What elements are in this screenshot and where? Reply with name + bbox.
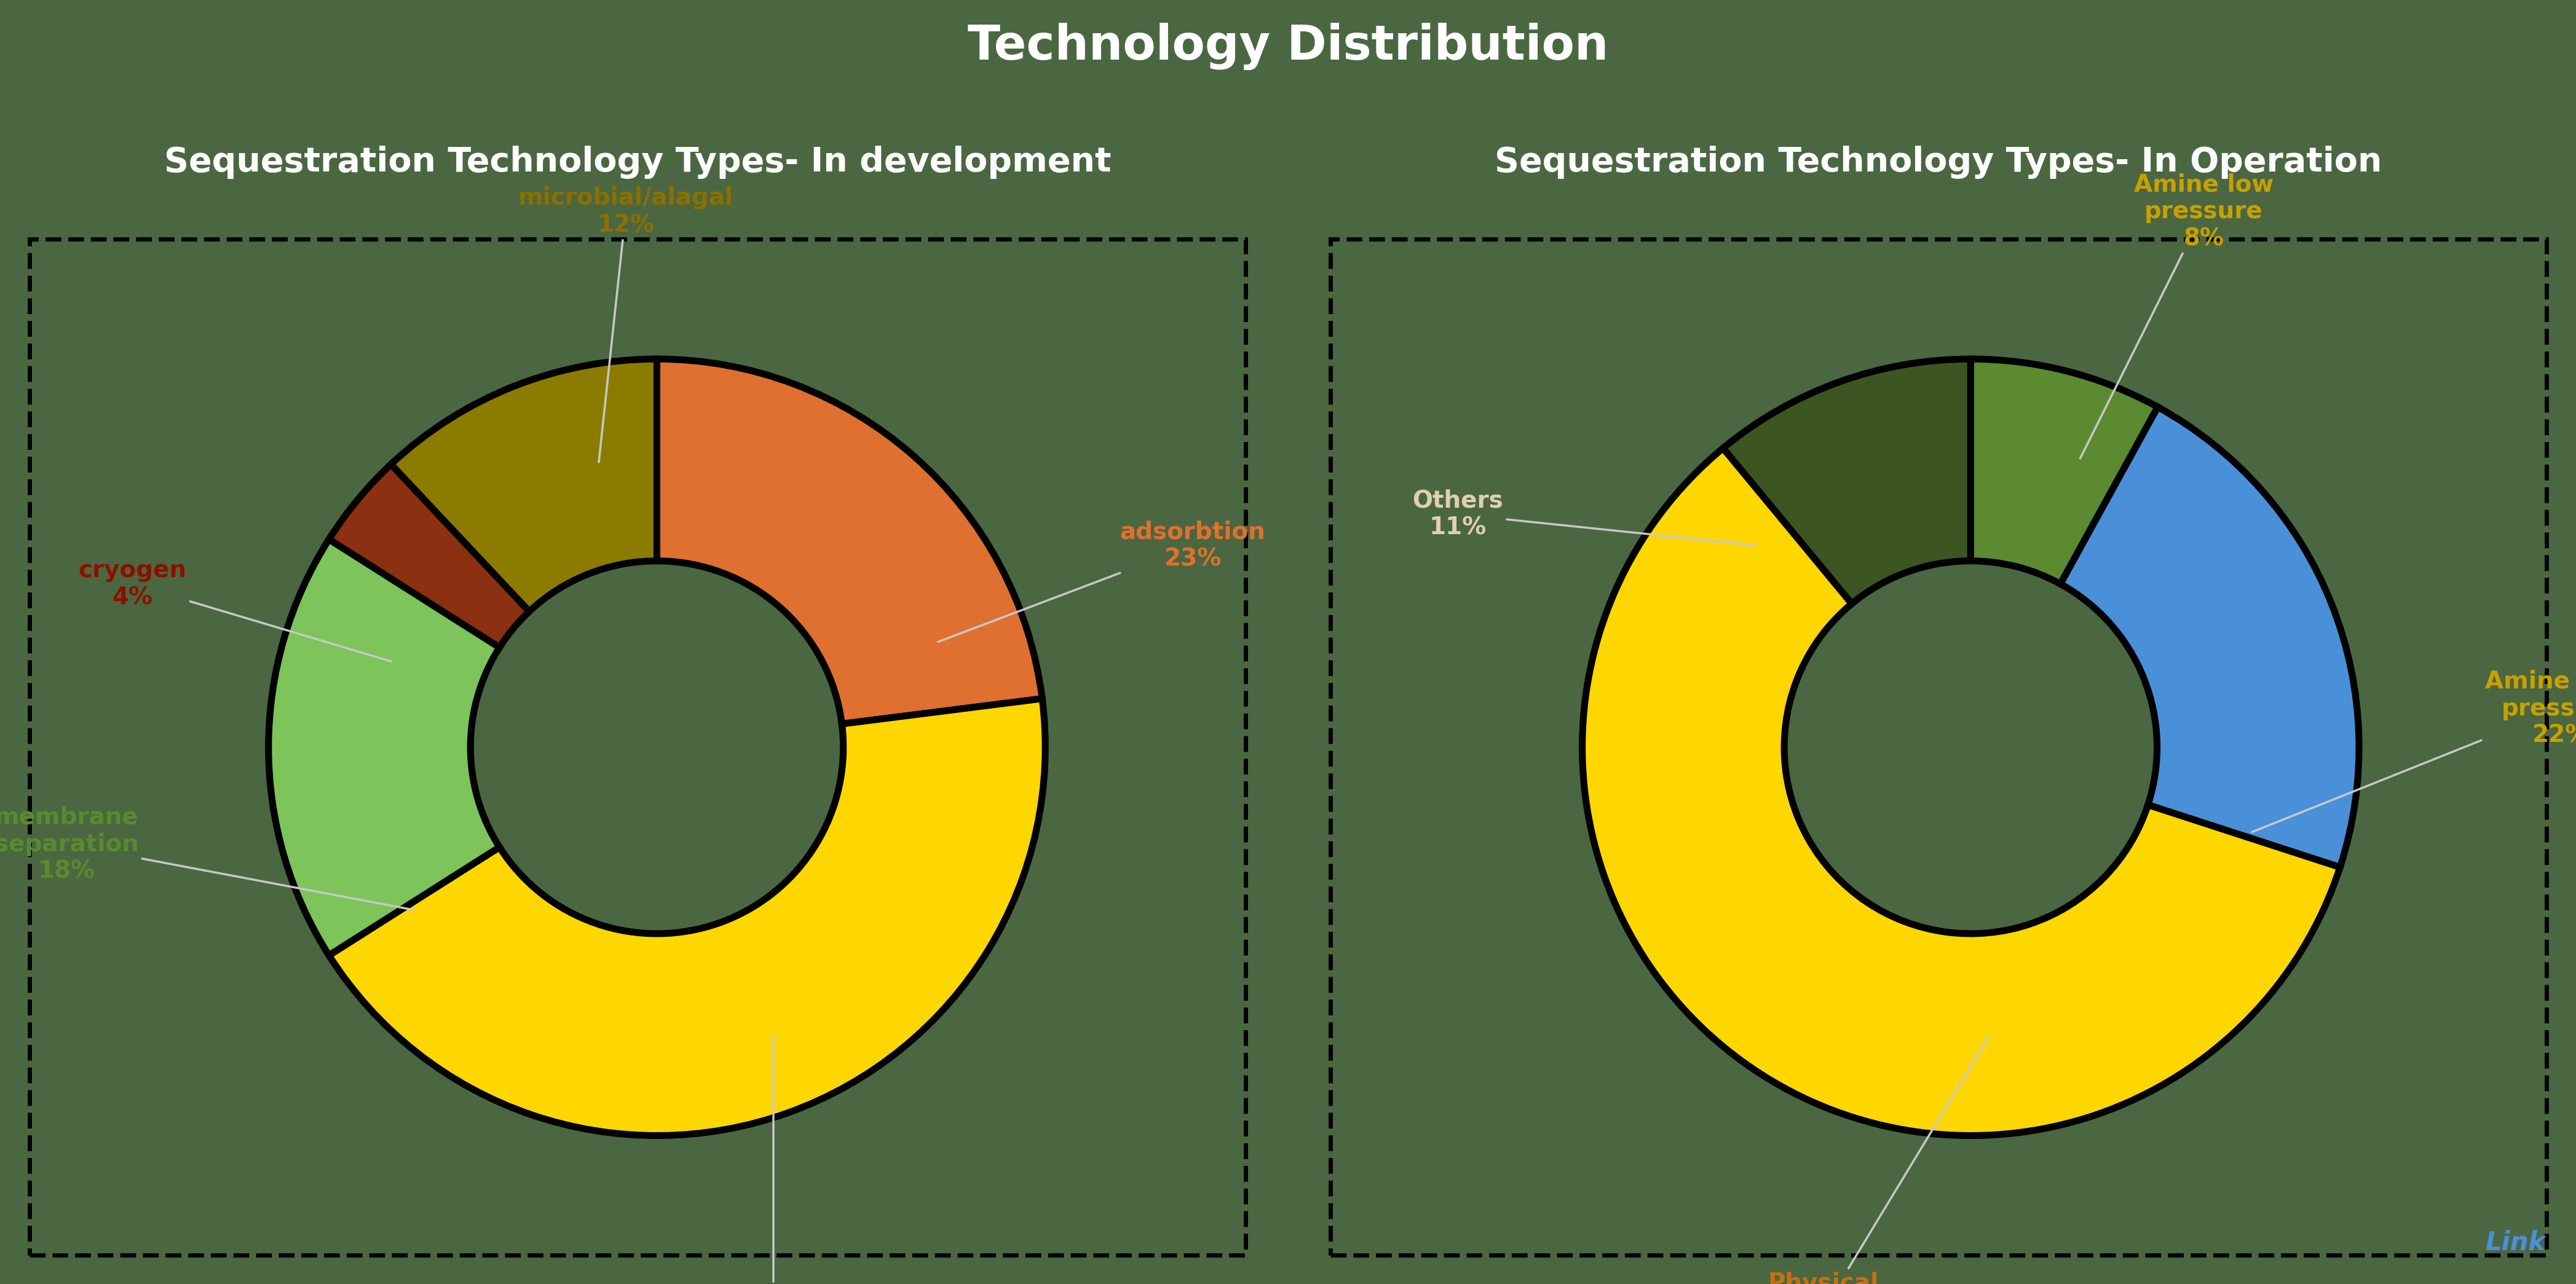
Wedge shape [1723, 360, 1971, 603]
Wedge shape [330, 465, 528, 647]
Text: microbial/alagal
12%: microbial/alagal 12% [518, 186, 734, 462]
Text: Amine high
pressure
22%: Amine high pressure 22% [2251, 670, 2576, 832]
Text: Amine low
pressure
8%: Amine low pressure 8% [2081, 173, 2275, 458]
Wedge shape [1971, 360, 2159, 584]
Text: Sequestration Technology Types- In Operation: Sequestration Technology Types- In Opera… [1494, 146, 2383, 178]
Text: absorbtion
43%: absorbtion 43% [701, 1036, 845, 1284]
Wedge shape [392, 360, 657, 611]
Wedge shape [2061, 407, 2360, 867]
Wedge shape [268, 539, 500, 955]
Wedge shape [1582, 448, 2339, 1135]
Text: Link: Link [2486, 1230, 2545, 1256]
Wedge shape [330, 698, 1046, 1135]
Text: cryogen
4%: cryogen 4% [77, 559, 392, 661]
Text: Sequestration Technology Types- In development: Sequestration Technology Types- In devel… [165, 146, 1110, 178]
Text: Others
11%: Others 11% [1412, 489, 1754, 546]
Text: membrane
separation
18%: membrane separation 18% [0, 805, 415, 910]
Text: Technology Distribution: Technology Distribution [969, 23, 1607, 69]
Text: adsorbtion
23%: adsorbtion 23% [938, 520, 1265, 642]
Text: Physical
Solvent
59%: Physical Solvent 59% [1767, 1036, 1989, 1284]
Wedge shape [657, 360, 1043, 724]
